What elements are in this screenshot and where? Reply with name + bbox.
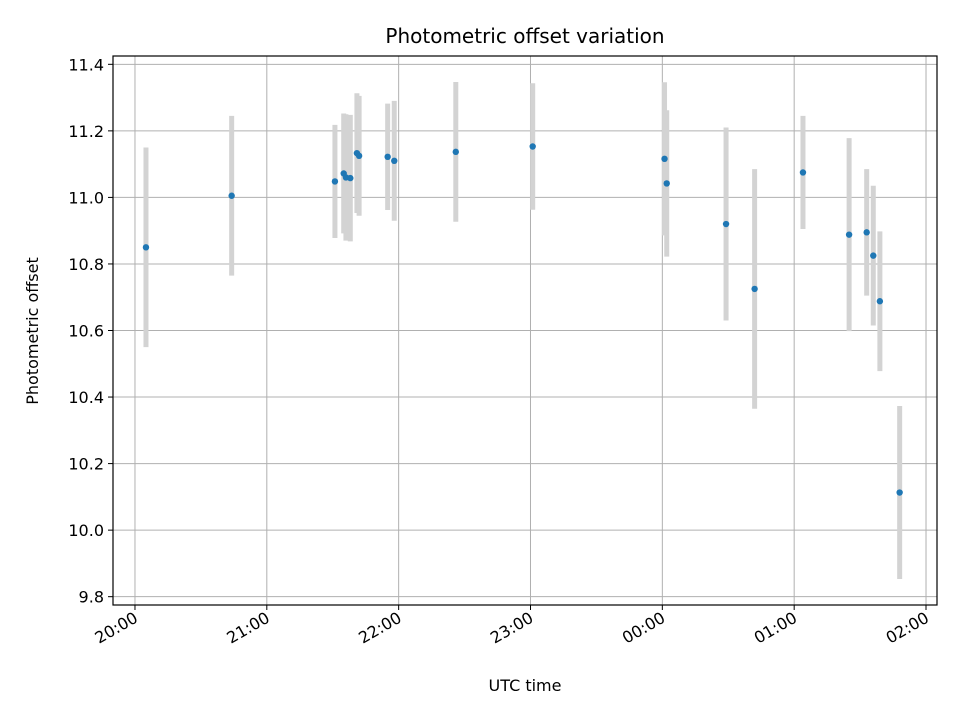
chart-title: Photometric offset variation: [385, 24, 664, 48]
data-point: [384, 153, 391, 161]
data-point: [661, 155, 668, 163]
data-point: [870, 252, 877, 259]
data-point: [751, 285, 758, 293]
y-tick-label: 10.2: [68, 455, 104, 474]
data-point: [876, 298, 884, 305]
y-tick-label: 10.0: [68, 521, 104, 540]
data-point: [845, 231, 853, 238]
x-axis-label: UTC time: [489, 676, 562, 695]
y-tick-label: 9.8: [79, 588, 104, 607]
y-tick-label: 11.4: [68, 55, 104, 74]
data-point: [331, 178, 339, 185]
data-point: [347, 174, 354, 182]
grid: [113, 56, 937, 605]
data-point: [529, 143, 536, 150]
data-points: [142, 143, 903, 496]
y-tick-label: 10.6: [68, 322, 104, 341]
data-point: [663, 180, 670, 187]
data-point: [863, 229, 870, 236]
data-point: [452, 148, 459, 156]
data-point: [722, 220, 730, 228]
y-tick-label: 10.8: [68, 255, 104, 274]
y-tick-label: 11.0: [68, 188, 104, 207]
data-point: [896, 489, 903, 496]
y-tick-label: 11.2: [68, 122, 104, 141]
data-point: [355, 152, 363, 160]
data-point: [228, 192, 235, 199]
data-point: [391, 157, 398, 165]
y-tick-label: 10.4: [68, 388, 104, 407]
y-axis-label: Photometric offset: [23, 257, 42, 405]
data-point: [799, 169, 807, 176]
data-point: [142, 244, 150, 251]
